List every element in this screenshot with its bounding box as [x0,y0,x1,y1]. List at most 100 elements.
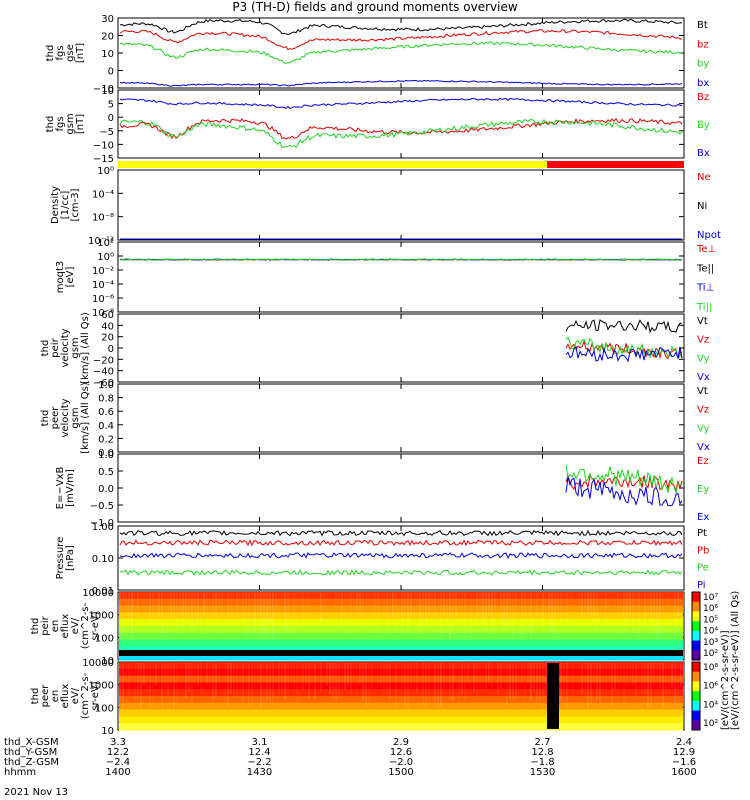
heatmap-streak [155,593,157,629]
heatmap-streak [497,593,499,631]
heatmap-streak [380,663,382,686]
colorbar-label-2: [eV/(cm^2-s-sr-eV)] [720,630,731,730]
heatmap-streak [320,593,322,621]
heatmap-streak [206,593,208,633]
legend-bz: bz [697,39,709,50]
heatmap-streak [320,663,322,693]
panel-frame [117,453,685,523]
y-axis-label: eflux [60,684,71,709]
heatmap-streak [125,663,127,684]
y-tick-label: 0 [108,67,114,78]
series-line-bz [119,29,683,51]
heatmap-trace [119,650,683,656]
legend-Bt: Bt [697,20,708,31]
y-tick-label: 60 [101,310,114,321]
heatmap-streak [398,593,400,620]
heatmap-streak [428,663,430,703]
heatmap-streak [470,593,472,640]
heatmap-streak [467,663,469,685]
x-row-value: 2.9 [393,737,409,748]
heatmap-streak [590,593,592,619]
heatmap-streak [518,593,520,626]
heatmap-streak [218,663,220,687]
heatmap-streak [569,663,571,693]
heatmap-streak [488,593,490,616]
heatmap-streak [326,663,328,686]
y-tick-label: 0.8 [98,394,114,405]
panel-density: 10⁰ 10⁻⁴ 10⁻⁸ 10⁻¹² Density [1/cc] [cm-3] Ne Ni N… [50,166,721,247]
heatmap-streak [212,593,214,619]
heatmap-streak [650,593,652,626]
heatmap-streak [122,663,124,709]
legend-Vy: Vy [697,353,710,364]
heatmap-streak [335,593,337,626]
heatmap-streak [218,593,220,636]
heatmap-streak [236,663,238,698]
heatmap-streak [422,663,424,705]
heatmap-streak [437,663,439,710]
series-line-By [119,118,683,149]
colorbar-frame [691,591,701,661]
heatmap-streak [311,593,313,630]
heatmap-streak [395,663,397,707]
heatmap-streak [233,593,235,636]
heatmap-streak [470,663,472,706]
x-row-value: 1500 [388,767,413,778]
heatmap-streak [521,593,523,639]
heatmap-streak [536,593,538,626]
heatmap-streak [287,593,289,637]
heatmap-streak [203,593,205,616]
legend-Bz: Bz [697,92,709,103]
heatmap-streak [602,663,604,694]
heatmap-streak [326,593,328,633]
heatmap-streak [269,593,271,626]
series-line-Vt [565,319,682,334]
y-tick-label: 10⁻¹² [88,236,114,247]
heatmap-streak [662,593,664,618]
series-line-Vx [565,345,683,363]
heatmap-streak [323,593,325,621]
y-tick-label: 1000 [89,611,114,622]
heatmap-streak [266,593,268,638]
heatmap-streak [230,663,232,694]
series-line-Pb [119,539,683,547]
heatmap-streak [455,663,457,686]
legend-Pt: Pt [697,528,707,539]
heatmap-streak [374,663,376,702]
heatmap-streak [170,663,172,687]
y-tick-label: 100 [95,703,114,714]
heatmap-streak [350,663,352,696]
heatmap-band [119,598,683,607]
y-tick-label: −10 [93,84,114,95]
heatmap-streak [656,593,658,639]
heatmap-streak [251,593,253,631]
heatmap-streak [566,593,568,621]
colorbar-segment [692,671,700,682]
heatmap-streak [524,593,526,620]
heatmap-streak [641,663,643,693]
y-tick-label: −20 [93,355,114,366]
heatmap-streak [383,663,385,693]
heatmap-streak [377,663,379,689]
x-row-value: 12.8 [531,747,553,758]
heatmap-streak [245,593,247,639]
heatmap-streak [575,593,577,618]
legend-Ez: Ez [697,456,709,467]
colorbar-tick-label: 10⁵ [703,615,718,625]
heatmap-streak [182,663,184,701]
heatmap-streak [461,663,463,695]
heatmap-streak [680,663,682,687]
y-tick-label: −0.5 [90,501,114,512]
heatmap-streak [542,593,544,629]
heatmap-streak [485,663,487,692]
y-axis-label: gse [65,44,76,62]
heatmap-streak [353,593,355,627]
heatmap-streak [185,593,187,619]
heatmap-band [119,632,683,641]
heatmap-streak [137,593,139,614]
heatmap-streak [239,663,241,703]
heatmap-streak [119,593,121,637]
heatmap-streak [482,593,484,625]
